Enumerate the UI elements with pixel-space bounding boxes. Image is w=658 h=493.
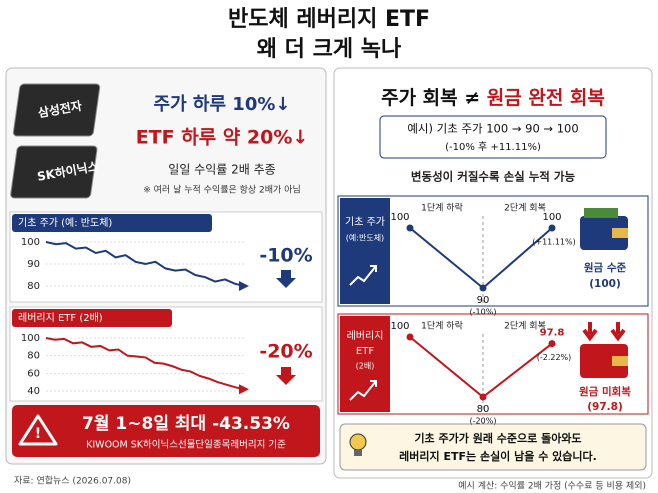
title-line: 반도체 레버리지 ETF bbox=[228, 7, 430, 32]
point bbox=[406, 224, 414, 232]
status: 원금 수준 bbox=[584, 261, 627, 274]
change-label: (+11.11%) bbox=[532, 238, 575, 247]
example-box bbox=[379, 115, 607, 159]
status: (97.8) bbox=[587, 401, 623, 413]
point bbox=[548, 340, 556, 348]
wallet bbox=[580, 208, 628, 250]
chart-header bbox=[12, 214, 212, 232]
y-tick-label: 40 bbox=[27, 386, 40, 397]
row-label: (2배) bbox=[356, 362, 375, 371]
change-label: (-20%) bbox=[470, 417, 497, 426]
footnote: 예시 계산: 수익률 2배 가정 (수수료 등 비용 제외) bbox=[458, 480, 646, 492]
subtext: 일일 수익률 2배 추종 bbox=[168, 163, 275, 177]
phase-label: 2단계 회복 bbox=[504, 202, 546, 214]
warning-mark: ! bbox=[35, 426, 41, 442]
chart-header-label: 레버리지 ETF (2배) bbox=[18, 312, 103, 324]
change-label: (-10%) bbox=[470, 308, 497, 317]
point-label: 97.8 bbox=[540, 328, 565, 339]
status: (100) bbox=[589, 278, 621, 290]
status: 원금 미회복 bbox=[579, 385, 631, 398]
change-label: -20% bbox=[259, 341, 312, 363]
headline: 주가 하루 10%↓ bbox=[154, 94, 291, 115]
example-text: (-10% 후 +11.11%) bbox=[445, 141, 541, 153]
point bbox=[479, 284, 487, 292]
y-tick-label: 80 bbox=[27, 351, 40, 362]
row-label-box bbox=[340, 198, 390, 304]
row-label: ETF bbox=[356, 346, 374, 357]
source: 자료: 연합뉴스 (2026.07.08) bbox=[14, 476, 131, 487]
line bbox=[45, 337, 246, 391]
title-line: 왜 더 크게 녹나 bbox=[257, 37, 401, 62]
y-tick-label: 60 bbox=[27, 368, 40, 379]
chart-header-label: 기초 주가 (예: 반도체) bbox=[18, 217, 112, 229]
right-title: 주가 회복 ≠ 원금 완전 회복 bbox=[381, 87, 605, 109]
title-part: 주가 회복 ≠ bbox=[381, 87, 487, 109]
alert-title: 7월 1~8일 최대 -43.53% bbox=[82, 414, 290, 434]
conclusion: 기초 주가가 원래 수준으로 돌아와도 bbox=[414, 431, 581, 445]
arrow-head bbox=[239, 384, 249, 395]
chart-icon bbox=[349, 380, 377, 401]
y-tick-label: 100 bbox=[21, 333, 40, 344]
change-label: -10% bbox=[259, 245, 312, 267]
arrow-head bbox=[239, 281, 249, 291]
point-label: 100 bbox=[390, 321, 409, 332]
point-label: 100 bbox=[390, 212, 409, 223]
conclusion-box bbox=[339, 423, 647, 471]
chip: 삼성전자 SK하이닉스 bbox=[10, 83, 101, 199]
point bbox=[479, 393, 487, 401]
point bbox=[548, 224, 556, 232]
subtext: 변동성이 커질수록 손실 누적 가능 bbox=[411, 170, 576, 184]
example-text: 예시) 기초 주가 100 → 90 → 100 bbox=[407, 122, 578, 136]
row-label: 레버리지 bbox=[347, 330, 384, 342]
line bbox=[45, 241, 246, 287]
down-arrow bbox=[276, 367, 296, 385]
point bbox=[406, 333, 414, 341]
y-tick-label: 90 bbox=[27, 259, 40, 270]
warning-icon bbox=[18, 414, 58, 446]
point-label: 90 bbox=[477, 295, 490, 306]
phase-label: 1단계 하락 bbox=[421, 202, 463, 214]
row-label: (예:반도체) bbox=[346, 233, 384, 243]
wallet bbox=[580, 322, 628, 378]
change-label: (-2.22%) bbox=[537, 353, 572, 362]
alert-sub: KIWOOM SK하이닉스선물단일종목레버리지 기준 bbox=[86, 439, 286, 451]
down-arrow bbox=[276, 270, 296, 288]
point-label: 80 bbox=[477, 404, 490, 415]
bulb-icon bbox=[349, 433, 367, 456]
conclusion: 레버리지 ETF는 손실이 남을 수 있습니다. bbox=[399, 449, 597, 463]
note: ※ 여러 날 누적 수익률은 항상 2배가 아님 bbox=[143, 184, 301, 196]
chart-icon bbox=[349, 265, 377, 286]
y-tick-label: 80 bbox=[27, 281, 40, 292]
headline: ETF 하루 약 20%↓ bbox=[136, 127, 309, 149]
phase-label: 1단계 하락 bbox=[421, 320, 463, 332]
row-label: 기초 주가 bbox=[345, 216, 385, 228]
title-part: 원금 완전 회복 bbox=[487, 87, 605, 109]
phase-label: 2단계 회복 bbox=[504, 320, 546, 332]
alert-box bbox=[12, 405, 320, 457]
point-label: 100 bbox=[542, 212, 561, 223]
y-tick-label: 100 bbox=[21, 237, 40, 248]
chart-header bbox=[12, 309, 172, 327]
